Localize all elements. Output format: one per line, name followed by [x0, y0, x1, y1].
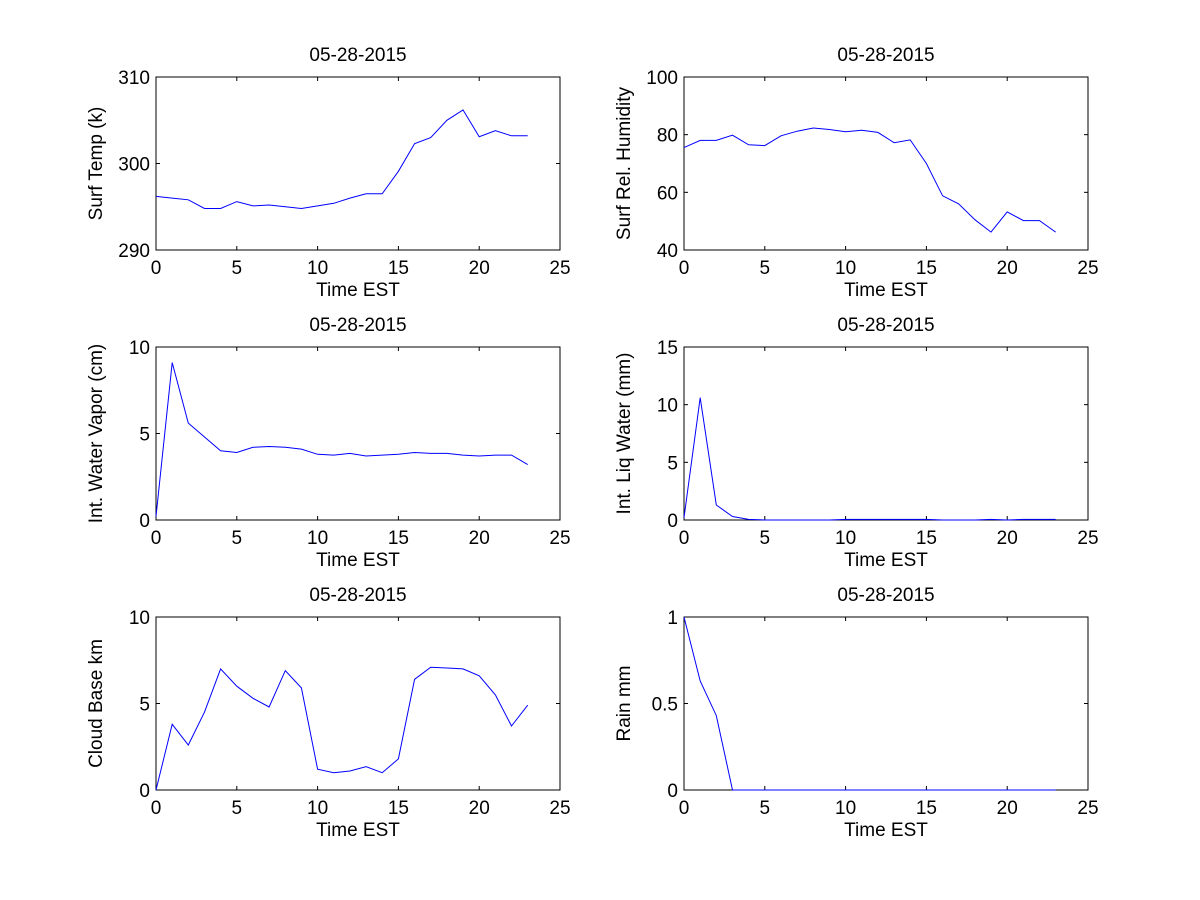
x-tick-label: 15 — [916, 528, 937, 549]
x-axis-label: Time EST — [316, 820, 400, 841]
x-tick-label: 20 — [469, 528, 490, 549]
y-tick-label: 40 — [657, 241, 678, 262]
y-axis-label: Int. Liq Water (mm) — [614, 353, 635, 515]
y-tick-label: 5 — [139, 695, 150, 716]
series-line — [155, 666, 529, 791]
x-tick-label: 10 — [307, 798, 328, 819]
x-axis-label: Time EST — [844, 550, 928, 571]
y-axis-label: Rain mm — [614, 665, 635, 741]
x-axis-label: Time EST — [316, 550, 400, 571]
x-axis-label: Time EST — [844, 280, 928, 301]
x-tick-label: 10 — [835, 528, 856, 549]
axes-box — [683, 616, 1089, 791]
y-axis-label: Surf Rel. Humidity — [614, 86, 635, 240]
x-tick-label: 15 — [388, 258, 409, 279]
x-tick-label: 0 — [679, 528, 690, 549]
series-line — [683, 616, 1056, 791]
x-tick-label: 20 — [997, 798, 1018, 819]
chart-panel-1: 05-28-2015 0 5 10 15 20 25 290 300 310 Time EST Sur… — [86, 45, 571, 301]
axes-box — [683, 346, 1089, 521]
x-axis-label: Time EST — [844, 820, 928, 841]
x-tick-label: 5 — [232, 528, 243, 549]
chart-panel-6: 05-28-2015 0 5 10 15 20 25 0 0.5 1 Time EST Rain mm — [614, 585, 1099, 841]
x-tick-label: 0 — [679, 258, 690, 279]
chart-title: 05-28-2015 — [837, 585, 934, 606]
series-line — [155, 109, 528, 210]
chart-title: 05-28-2015 — [837, 315, 934, 336]
series-line — [683, 397, 1056, 521]
x-tick-label: 5 — [760, 528, 771, 549]
axes-box — [155, 346, 561, 521]
y-tick-label: 10 — [129, 338, 150, 359]
y-axis-label: Surf Temp (k) — [86, 107, 107, 221]
y-tick-label: 5 — [139, 425, 150, 446]
series-line — [155, 362, 528, 517]
y-tick-label: 5 — [667, 453, 678, 474]
axes-box — [683, 76, 1089, 251]
x-tick-label: 25 — [549, 798, 570, 819]
x-tick-label: 10 — [835, 798, 856, 819]
y-tick-label: 0.5 — [652, 695, 678, 716]
chart-title: 05-28-2015 — [309, 45, 406, 66]
y-tick-label: 0 — [667, 781, 678, 802]
x-tick-label: 0 — [679, 798, 690, 819]
y-tick-label: 10 — [129, 608, 150, 629]
x-axis-label: Time EST — [316, 280, 400, 301]
axes-box — [155, 76, 561, 251]
x-tick-label: 0 — [151, 258, 162, 279]
x-tick-label: 10 — [835, 258, 856, 279]
x-tick-label: 5 — [232, 258, 243, 279]
y-axis-label: Cloud Base km — [86, 639, 107, 768]
y-tick-label: 10 — [657, 396, 678, 417]
x-tick-label: 25 — [1077, 258, 1098, 279]
y-tick-label: 80 — [657, 126, 678, 147]
x-tick-label: 0 — [151, 528, 162, 549]
x-tick-label: 15 — [388, 528, 409, 549]
x-tick-label: 15 — [916, 258, 937, 279]
series-line — [683, 127, 1056, 233]
chart-panel-2: 05-28-2015 0 5 10 15 20 25 40 60 80 100 Time EST Sur… — [614, 45, 1099, 301]
x-tick-label: 15 — [388, 798, 409, 819]
x-tick-label: 20 — [997, 528, 1018, 549]
y-tick-label: 0 — [139, 511, 150, 532]
y-tick-label: 1 — [667, 608, 678, 629]
x-tick-label: 20 — [997, 258, 1018, 279]
x-tick-label: 5 — [232, 798, 243, 819]
x-tick-label: 25 — [549, 258, 570, 279]
y-tick-label: 100 — [646, 68, 678, 89]
y-tick-label: 300 — [118, 155, 150, 176]
chart-title: 05-28-2015 — [837, 45, 934, 66]
y-tick-label: 290 — [118, 241, 150, 262]
x-tick-label: 10 — [307, 258, 328, 279]
chart-title: 05-28-2015 — [309, 315, 406, 336]
y-tick-label: 60 — [657, 183, 678, 204]
x-tick-label: 25 — [549, 528, 570, 549]
x-tick-label: 0 — [151, 798, 162, 819]
x-tick-label: 5 — [760, 798, 771, 819]
x-tick-label: 15 — [916, 798, 937, 819]
x-tick-label: 20 — [469, 798, 490, 819]
y-axis-label: Int. Water Vapor (cm) — [86, 344, 107, 523]
y-tick-label: 15 — [657, 338, 678, 359]
y-tick-label: 0 — [667, 511, 678, 532]
x-tick-label: 10 — [307, 528, 328, 549]
x-tick-label: 25 — [1077, 528, 1098, 549]
chart-title: 05-28-2015 — [309, 585, 406, 606]
y-tick-label: 0 — [139, 781, 150, 802]
x-tick-label: 5 — [760, 258, 771, 279]
y-tick-label: 310 — [118, 68, 150, 89]
x-tick-label: 20 — [469, 258, 490, 279]
x-tick-label: 25 — [1077, 798, 1098, 819]
